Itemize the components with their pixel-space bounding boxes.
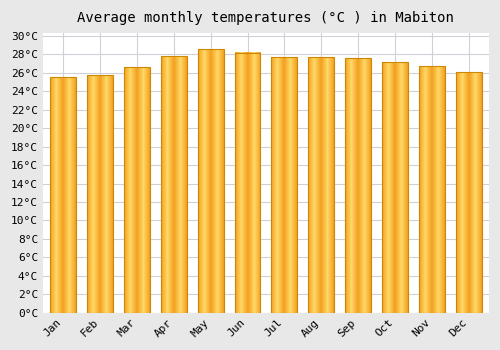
Bar: [50, 77, 76, 313]
Bar: [161, 56, 186, 313]
Bar: [382, 62, 408, 313]
Bar: [198, 49, 224, 313]
Bar: [87, 75, 113, 313]
Title: Average monthly temperatures (°C ) in Mabiton: Average monthly temperatures (°C ) in Ma…: [78, 11, 454, 25]
Bar: [345, 58, 371, 313]
Bar: [234, 52, 260, 313]
Bar: [272, 57, 297, 313]
Bar: [308, 57, 334, 313]
Bar: [124, 67, 150, 313]
Bar: [419, 66, 444, 313]
Bar: [456, 72, 481, 313]
